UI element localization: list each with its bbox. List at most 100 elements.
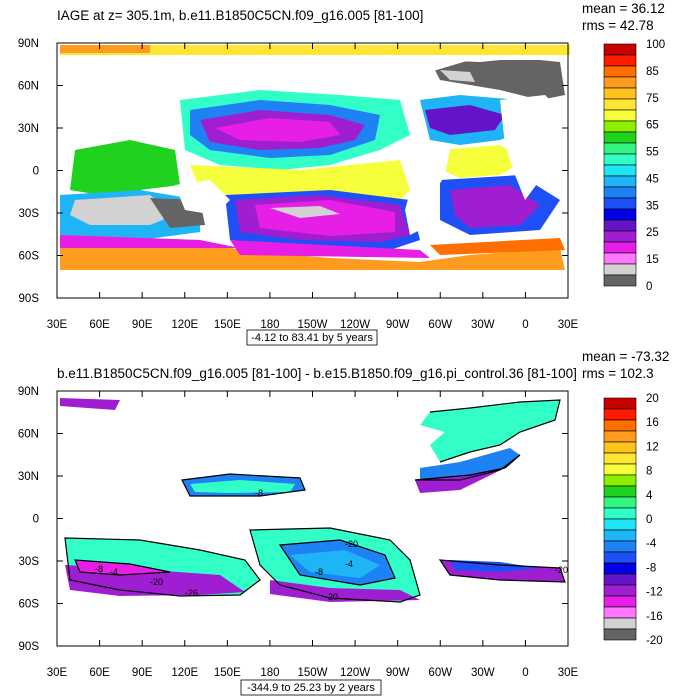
colorbar-label: -20 — [646, 635, 663, 647]
colorbar-swatch — [603, 241, 637, 254]
colorbar-label: 16 — [646, 417, 659, 429]
contour-label: -8 — [315, 567, 323, 577]
colorbar-swatch — [603, 463, 637, 476]
colorbar-label: 0 — [646, 514, 652, 526]
colorbar-swatch — [603, 274, 637, 287]
y-tick-label: 0 — [33, 514, 39, 526]
colorbar-label: 8 — [646, 466, 652, 478]
colorbar-swatch — [603, 540, 637, 553]
y-tick-label: 60N — [18, 81, 39, 93]
x-tick-label: 90W — [386, 319, 410, 331]
colorbar-swatch — [603, 175, 637, 188]
colorbar-label: 75 — [646, 93, 659, 105]
panel1-rms: rms = 42.78 — [582, 18, 654, 33]
colorbar-label: 100 — [646, 39, 665, 51]
x-tick-label: 90E — [132, 319, 153, 331]
colorbar-swatch — [603, 485, 637, 498]
colorbar-label: 12 — [646, 441, 659, 453]
colorbar-swatch — [603, 98, 637, 111]
colorbar-swatch — [603, 606, 637, 619]
y-tick-label: 90S — [19, 293, 40, 305]
axes: 30E 60E 90E 120E 150E 180 150W 120W 90W 60W 30W 0 30… — [18, 38, 579, 679]
x-tick-label: 0 — [522, 667, 528, 679]
panel2-map: -8 -4 -20 -26 -8 -4 -20 -20 -20 -8 — [56, 390, 569, 647]
colorbar-label: 20 — [646, 393, 659, 405]
panel1-mean: mean = 36.12 — [582, 1, 665, 16]
colorbar-swatch — [603, 186, 637, 199]
x-tick-label: 120E — [171, 319, 198, 331]
contour-label: -8 — [255, 488, 263, 498]
y-tick-label: 90N — [18, 386, 39, 398]
contour-label: -20 — [555, 565, 568, 575]
x-tick-label: 60E — [89, 319, 110, 331]
x-tick-label: 150W — [297, 667, 327, 679]
colorbar-swatch — [603, 208, 637, 221]
colorbar-swatch — [603, 573, 637, 586]
y-tick-label: 0 — [33, 166, 39, 178]
y-tick-label: 60N — [18, 429, 39, 441]
y-tick-label: 30S — [19, 556, 40, 568]
colorbar-swatch — [603, 120, 637, 133]
y-tick-label: 60S — [19, 599, 40, 611]
colorbar-label: 4 — [646, 490, 653, 502]
colorbar-swatch — [603, 529, 637, 542]
contour-label: -4 — [110, 567, 118, 577]
y-tick-label: 60S — [19, 251, 40, 263]
x-tick-label: 30W — [471, 667, 495, 679]
x-tick-label: 90E — [132, 667, 153, 679]
colorbar-swatch — [603, 164, 637, 177]
y-tick-label: 90S — [19, 641, 40, 653]
panel1-contour-info: -4.12 to 83.41 by 5 years — [246, 329, 378, 346]
colorbar-swatch — [603, 142, 637, 155]
x-tick-label: 180 — [260, 667, 279, 679]
x-tick-label: 30W — [471, 319, 495, 331]
y-tick-label: 90N — [18, 38, 39, 50]
x-tick-label: 30E — [558, 319, 579, 331]
x-tick-label: 150E — [214, 319, 241, 331]
x-tick-label: 90W — [386, 667, 410, 679]
colorbar-swatch — [603, 518, 637, 531]
colorbar-label: 35 — [646, 200, 659, 212]
y-tick-label: 30N — [18, 471, 39, 483]
x-tick-label: 180 — [260, 319, 279, 331]
x-tick-label: 30E — [558, 667, 579, 679]
colorbar-label: -8 — [646, 562, 656, 574]
colorbar-swatch — [603, 76, 637, 89]
x-tick-label: 150E — [214, 667, 241, 679]
colorbar-label: 0 — [646, 281, 652, 293]
panel1-title: IAGE at z= 305.1m, b.e11.B1850C5CN.f09_g… — [57, 8, 423, 23]
panel1-map — [56, 42, 570, 299]
colorbar-swatch — [603, 430, 637, 443]
y-tick-label: 30S — [19, 208, 40, 220]
colorbar-swatch — [603, 408, 637, 421]
colorbar-label: -4 — [646, 538, 657, 550]
colorbar-swatch — [603, 109, 637, 122]
contour-label: -20 — [325, 592, 338, 602]
panel2-contour-info: -344.9 to 25.23 by 2 years — [240, 679, 382, 696]
colorbar-swatch — [603, 230, 637, 243]
colorbar-swatch — [603, 397, 637, 410]
colorbar-label: -12 — [646, 587, 663, 599]
colorbar-swatch — [603, 584, 637, 597]
colorbar-swatch — [603, 43, 637, 56]
x-tick-label: 60W — [428, 667, 452, 679]
contour-label: -8 — [95, 564, 103, 574]
x-tick-label: 60E — [89, 667, 110, 679]
x-tick-label: 120W — [340, 667, 370, 679]
colorbars: 100 85 75 65 55 45 35 25 15 0 20 16 12 8 4 0 -4 -8 -12 -16 -… — [603, 39, 665, 647]
colorbar-swatch — [603, 419, 637, 432]
panel2-title: b.e11.B1850C5CN.f09_g16.005 [81-100] - b… — [57, 366, 577, 381]
x-tick-label: 120W — [340, 319, 370, 331]
svg-text:-344.9 to 25.23 by 2 years: -344.9 to 25.23 by 2 years — [247, 682, 375, 694]
colorbar-label: 55 — [646, 147, 659, 159]
colorbar-swatch — [603, 551, 637, 564]
colorbar-label: 25 — [646, 227, 659, 239]
contour-label: -20 — [345, 539, 358, 549]
x-tick-label: 120E — [171, 667, 198, 679]
colorbar-swatch — [603, 507, 637, 520]
colorbar-swatch — [603, 87, 637, 100]
colorbar-label: 45 — [646, 173, 659, 185]
colorbar-swatch — [603, 65, 637, 78]
colorbar-swatch — [603, 131, 637, 144]
